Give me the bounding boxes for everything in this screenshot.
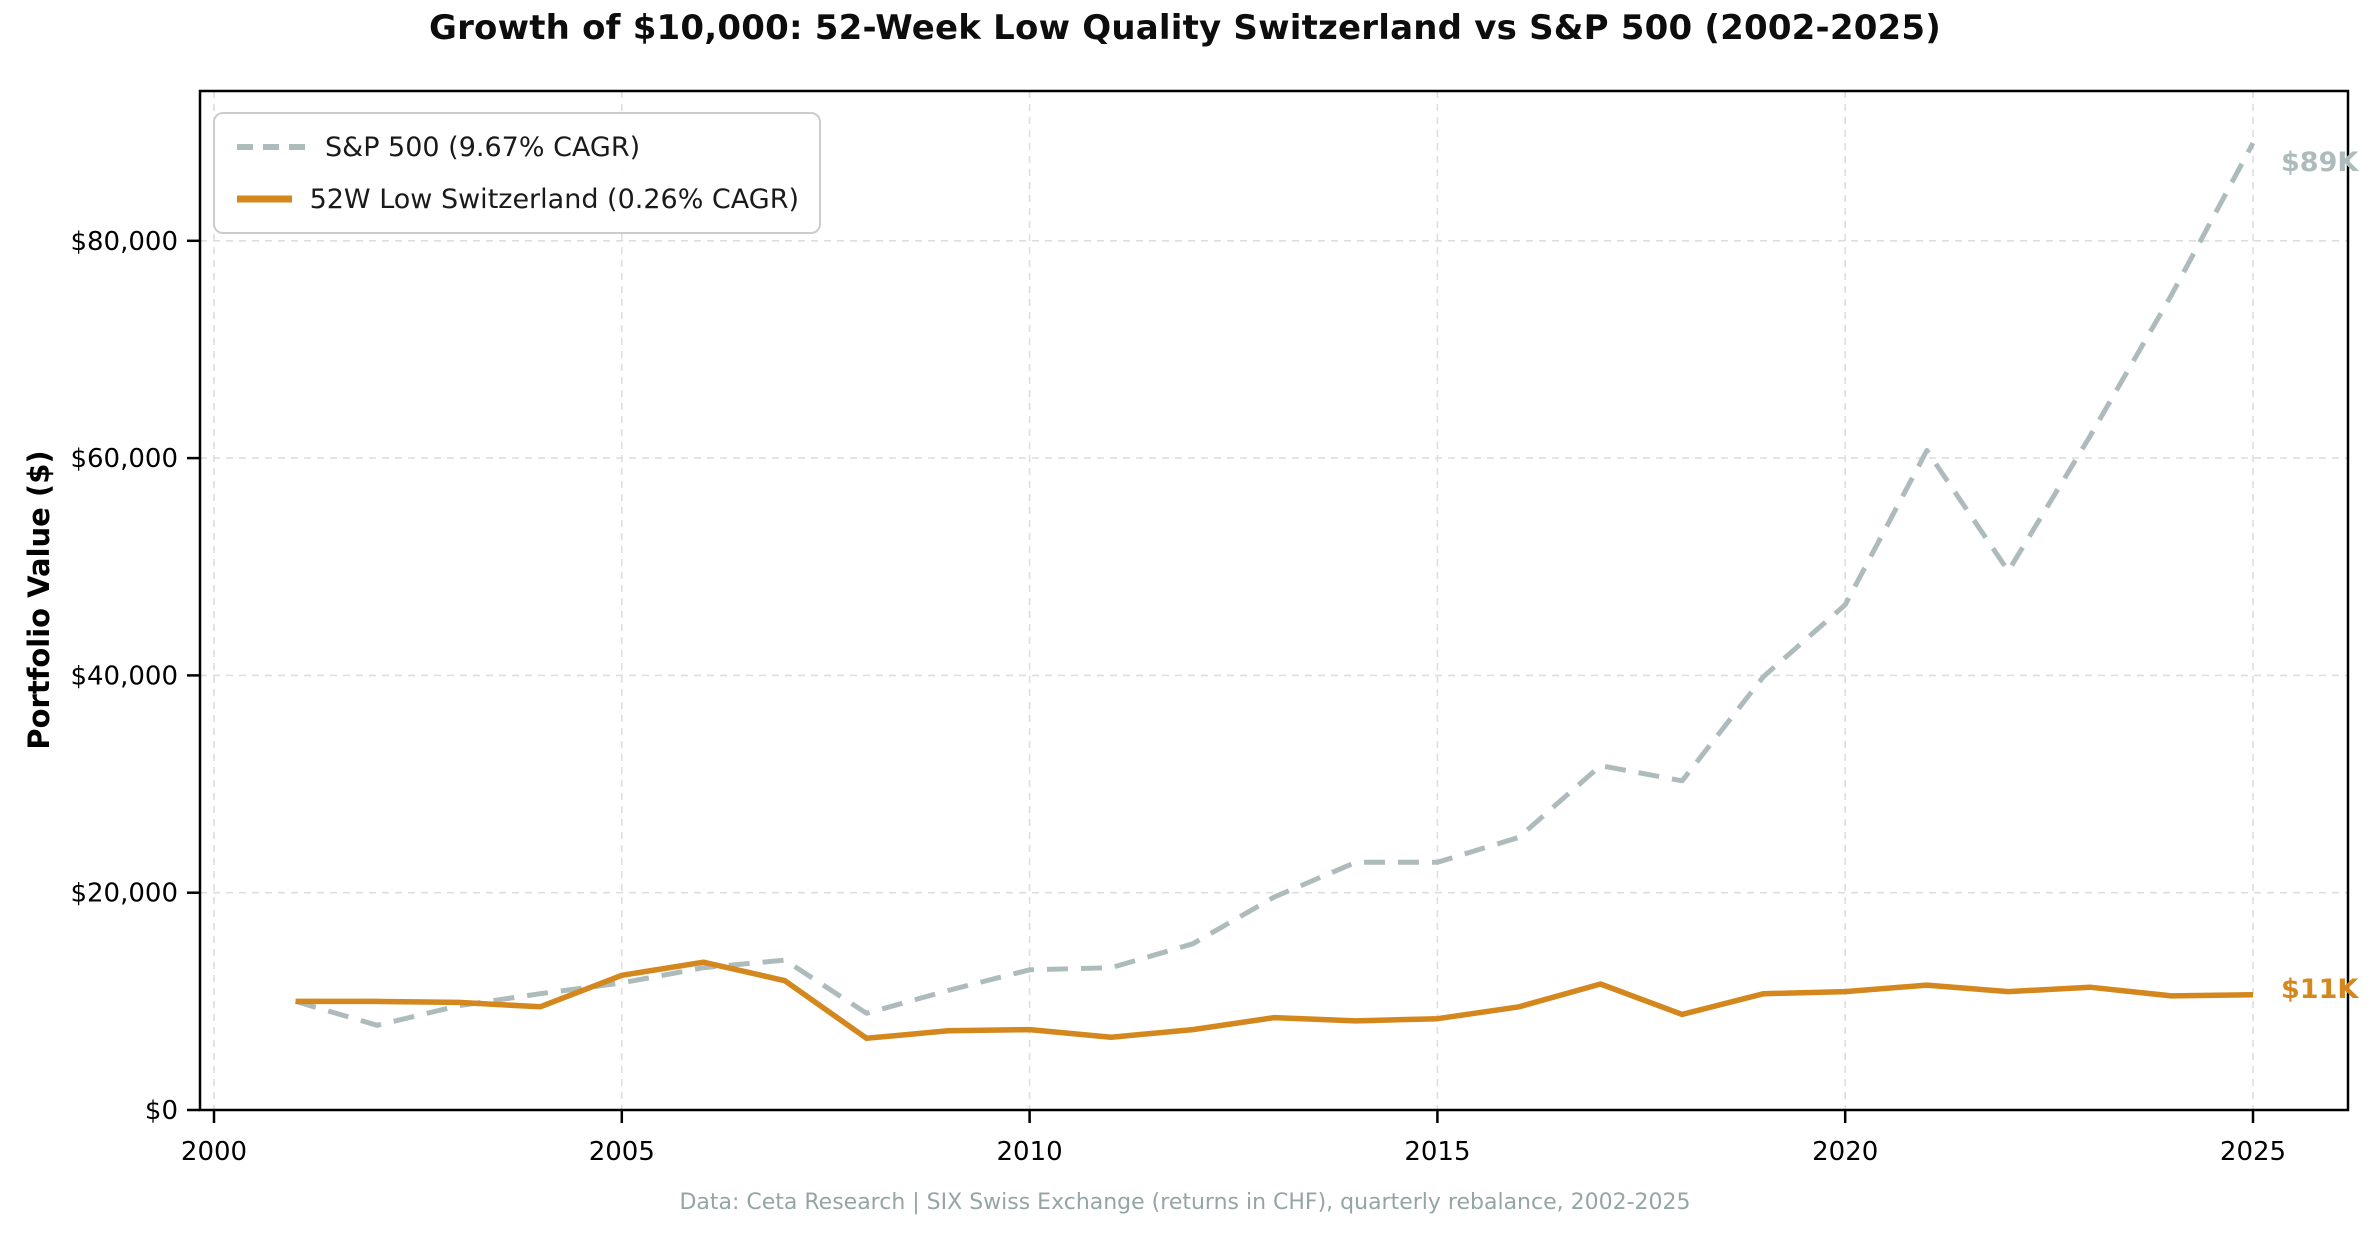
y-tick-label: $0 <box>145 1096 178 1126</box>
x-tick-label: 2005 <box>589 1137 655 1167</box>
x-tick-label: 2020 <box>1812 1137 1878 1167</box>
y-tick-label: $20,000 <box>70 879 178 909</box>
sp500-series-line <box>294 141 2256 1028</box>
chart-title: Growth of $10,000: 52-Week Low Quality S… <box>428 8 1942 48</box>
legend-label: 52W Low Switzerland (0.26% CAGR) <box>309 183 799 215</box>
y-axis-label: Portfolio Value ($) <box>22 450 56 750</box>
x-tick-label: 2010 <box>997 1137 1063 1167</box>
legend-item: S&P 500 (9.67% CAGR) <box>235 128 799 166</box>
legend-item: 52W Low Switzerland (0.26% CAGR) <box>235 180 799 218</box>
x-tick-label: 2025 <box>2220 1137 2286 1167</box>
legend: S&P 500 (9.67% CAGR) 52W Low Switzerland … <box>213 112 821 234</box>
x-tick-label: 2015 <box>1404 1137 1470 1167</box>
y-tick-label: $80,000 <box>70 227 178 257</box>
legend-line-sample-icon <box>237 144 305 150</box>
switzerland-series-line <box>295 959 2254 1042</box>
data-source-caption: Data: Ceta Research | SIX Swiss Exchange… <box>679 1190 1691 1215</box>
legend-label: S&P 500 (9.67% CAGR) <box>325 131 641 163</box>
plot-border <box>198 89 2350 1112</box>
y-tick-label: $60,000 <box>70 444 178 474</box>
series-end-value-label: $89K <box>2281 147 2359 178</box>
x-tick-label: 2000 <box>181 1137 247 1167</box>
legend-line-sample-icon <box>237 195 292 203</box>
series-end-value-label: $11K <box>2281 973 2359 1005</box>
y-tick-label: $40,000 <box>70 661 178 691</box>
